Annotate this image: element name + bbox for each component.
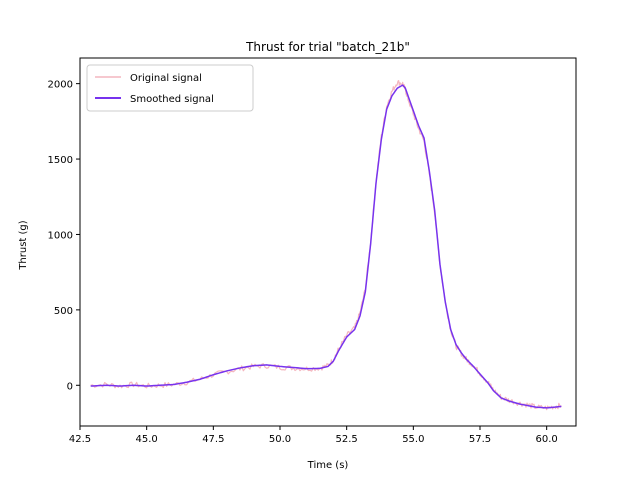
y-axis: 0 500 1000 1500 2000 [48,80,80,392]
x-tick-label: 47.5 [202,434,224,445]
y-tick-label: 2000 [48,80,73,91]
x-tick-label: 45.0 [136,434,158,445]
y-tick-label: 500 [54,306,73,317]
x-tick-label: 57.5 [469,434,491,445]
x-axis-label: Time (s) [307,460,349,471]
y-tick-label: 1500 [48,155,73,166]
y-tick-label: 1000 [48,230,73,241]
legend: Original signal Smoothed signal [86,64,254,112]
series-line-smoothed [90,84,562,409]
x-tick-label: 42.5 [69,434,91,445]
y-tick-label: 0 [67,381,73,392]
legend-label: Smoothed signal [130,94,214,105]
x-tick-label: 55.0 [402,434,424,445]
chart-title: Thrust for trial "batch_21b" [245,40,410,54]
plot-area [79,57,577,427]
y-axis-label: Thrust (g) [18,220,29,270]
x-axis: 42.5 45.0 47.5 50.0 52.5 55.0 57.5 60.0 [69,426,558,445]
x-tick-label: 60.0 [536,434,558,445]
legend-label: Original signal [130,73,202,84]
x-tick-label: 50.0 [269,434,291,445]
axes-frame [79,57,577,427]
legend-box [86,64,254,112]
x-tick-label: 52.5 [336,434,358,445]
